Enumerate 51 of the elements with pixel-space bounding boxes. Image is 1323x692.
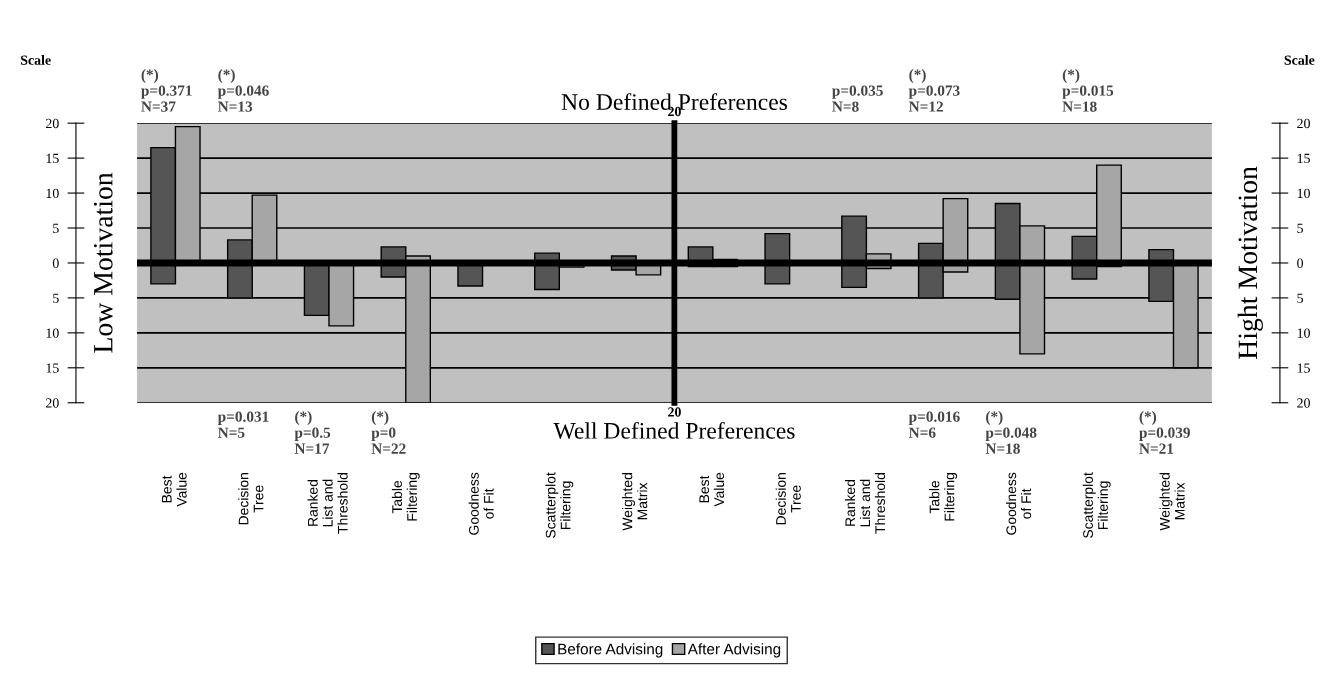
- text: (*) p=0.039 N=21: [1139, 411, 1190, 454]
- x-tick-label: Weighted Matrix: [1159, 473, 1185, 531]
- y-tick-label: 5: [53, 223, 59, 233]
- y-tick-label: 15: [46, 363, 59, 373]
- y-tick-label: 0: [1297, 258, 1304, 268]
- y-tick-label: 20: [1297, 118, 1310, 129]
- text: (*) p=0.048 N=18: [985, 411, 1037, 454]
- text: (*) p=0 N=22: [371, 411, 406, 454]
- x-tick-label: Table Filtering: [391, 473, 420, 521]
- y-tick-label: 0: [52, 258, 59, 268]
- y-tick-label: 20: [46, 118, 59, 129]
- legend-label: Before Advising: [558, 643, 663, 658]
- x-tick-label: Goodness of Fit: [1005, 472, 1032, 535]
- x-tick-label: Ranked List and Threshold: [307, 473, 348, 534]
- x-tick-label: Weighted Matrix: [622, 473, 648, 531]
- x-tick-label: Goodness of Fit: [468, 472, 494, 535]
- text: 20: [668, 407, 681, 417]
- x-tick-label: Decision Tree: [238, 473, 264, 525]
- x-tick-label: Scatterplot Filtering: [1082, 472, 1111, 538]
- x-tick-label: Best Value: [699, 472, 725, 507]
- text: p=0.016 N=6: [908, 411, 960, 438]
- y-tick-label: 5: [1297, 293, 1303, 303]
- text: (*) p=0.073 N=12: [908, 69, 960, 112]
- text: (*) p=0.5 N=17: [294, 411, 331, 454]
- text: Scale: [1284, 55, 1315, 65]
- y-axis-title: Low Motivation: [93, 172, 113, 353]
- legend-label: After Advising: [687, 643, 781, 658]
- y-tick-label: 20: [46, 398, 59, 408]
- text: p=0.031 N=5: [217, 411, 269, 438]
- y-tick-label: 10: [1297, 188, 1310, 199]
- text: Well Defined Preferences: [553, 421, 795, 439]
- y-tick-label: 10: [46, 328, 59, 338]
- y-tick-label: 15: [1297, 363, 1310, 373]
- y-axis-title: Hight Motivation: [1237, 166, 1263, 359]
- x-tick-label: Best Value: [162, 472, 187, 507]
- y-tick-label: 15: [1297, 153, 1310, 164]
- y-tick-label: 5: [53, 293, 59, 303]
- text: (*) p=0.046 N=13: [217, 69, 269, 112]
- text: p=0.035 N=8: [832, 85, 883, 112]
- x-tick-label: Scatterplot Filtering: [545, 472, 574, 538]
- text: (*) p=0.371 N=37: [141, 69, 192, 112]
- y-tick-label: 15: [46, 153, 59, 164]
- text: (*) p=0.015 N=18: [1062, 69, 1114, 112]
- x-tick-label: Ranked List and Threshold: [844, 473, 886, 534]
- x-tick-label: Decision Tree: [775, 473, 801, 525]
- y-tick-label: 10: [1297, 328, 1310, 338]
- text: Scale: [20, 55, 51, 65]
- y-tick-label: 10: [46, 188, 59, 199]
- x-tick-label: Table Filtering: [929, 473, 958, 521]
- y-tick-label: 5: [1297, 223, 1303, 233]
- y-tick-label: 20: [1297, 398, 1310, 408]
